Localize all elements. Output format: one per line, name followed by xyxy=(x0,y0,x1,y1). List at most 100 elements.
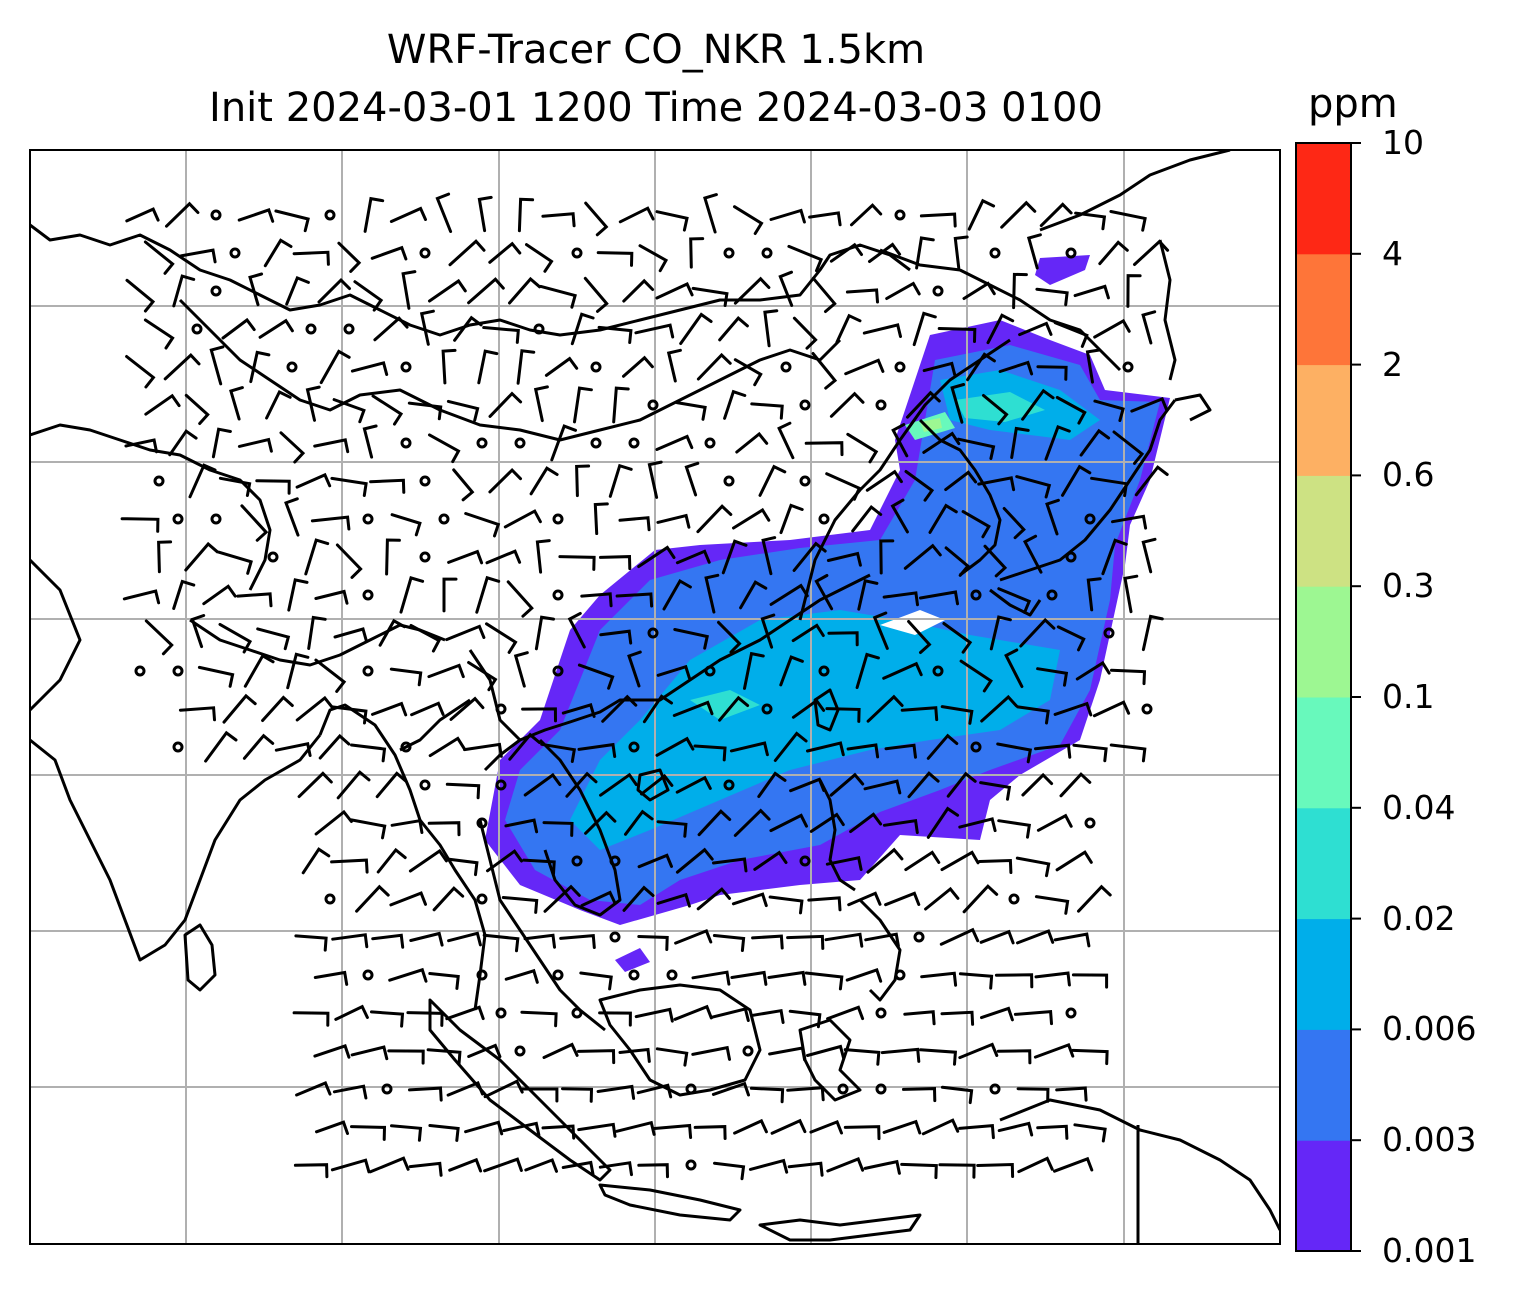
wind-barb xyxy=(792,541,827,572)
wind-barb xyxy=(751,934,784,950)
wind-barb xyxy=(388,967,428,983)
wind-barb xyxy=(696,887,731,911)
wind-barb xyxy=(525,243,554,273)
wind-barb xyxy=(675,775,712,794)
calm-wind-marker xyxy=(172,665,184,677)
wind-barb xyxy=(979,781,1012,801)
wind-barb xyxy=(824,932,864,948)
wind-barb xyxy=(655,1047,689,1067)
map-gridlines xyxy=(30,150,1280,1244)
wind-barb xyxy=(237,207,275,223)
wind-barb xyxy=(447,857,479,877)
wind-barb xyxy=(862,323,902,338)
wind-barb xyxy=(389,667,423,687)
wind-barb xyxy=(178,706,216,722)
wind-barb xyxy=(791,698,826,719)
wind-barb xyxy=(172,274,196,308)
wind-barb xyxy=(144,393,181,416)
wind-barb xyxy=(369,478,406,494)
wind-barb xyxy=(1056,625,1086,652)
wind-barb xyxy=(958,817,997,833)
wind-barb xyxy=(768,895,804,915)
wind-barb xyxy=(845,288,879,304)
wind-barb xyxy=(237,437,273,453)
wind-barb xyxy=(996,742,1033,764)
wind-barb xyxy=(997,587,1032,614)
calm-wind-marker xyxy=(362,665,374,677)
wind-barb xyxy=(447,931,482,947)
calm-wind-marker xyxy=(552,969,564,981)
calm-wind-marker xyxy=(970,741,982,753)
wind-barb xyxy=(261,695,294,722)
wind-barb xyxy=(789,777,826,793)
calm-wind-marker xyxy=(875,1007,887,1019)
wind-barb xyxy=(218,476,252,497)
wind-barb xyxy=(1053,932,1091,948)
colorbar-tick-label: 0.04 xyxy=(1382,787,1456,827)
wind-barb xyxy=(983,544,1008,578)
wind-barb xyxy=(928,503,958,534)
wind-barb xyxy=(674,928,713,945)
wind-barb xyxy=(501,896,539,914)
wind-barb xyxy=(263,238,293,268)
border-amur xyxy=(879,248,1122,372)
calm-wind-marker xyxy=(210,209,222,221)
wind-barb xyxy=(967,198,996,231)
wind-barb xyxy=(718,695,750,722)
wind-barb xyxy=(249,350,271,384)
wind-barb xyxy=(168,429,198,457)
sakhalin xyxy=(1158,239,1177,381)
wind-barb xyxy=(371,394,404,426)
wind-barb xyxy=(655,434,694,451)
wind-barb xyxy=(979,929,1015,945)
wind-barb xyxy=(1019,617,1056,648)
wind-barb xyxy=(486,849,523,873)
wind-barb xyxy=(371,933,405,949)
wind-barb xyxy=(143,240,175,275)
wind-barb xyxy=(642,694,673,724)
wind-barb xyxy=(1071,973,1109,989)
calm-wind-marker xyxy=(210,513,222,525)
wind-barb xyxy=(750,402,784,420)
wind-barb xyxy=(980,1006,1014,1022)
wind-barb xyxy=(753,850,788,871)
wind-barb xyxy=(767,970,807,986)
wind-barb xyxy=(622,885,655,912)
wind-barb xyxy=(370,245,408,261)
wind-barb xyxy=(304,538,330,576)
calm-wind-marker xyxy=(989,247,1001,259)
wind-barb xyxy=(453,315,483,342)
colorbar-ticks xyxy=(1351,142,1361,1252)
wind-barb xyxy=(124,438,158,454)
calm-wind-marker xyxy=(894,361,906,373)
calm-wind-marker xyxy=(1084,513,1096,525)
wind-barb xyxy=(179,248,217,264)
wind-barb xyxy=(279,431,306,464)
wind-barb xyxy=(464,1120,504,1136)
wind-barb xyxy=(919,590,959,606)
wind-barb xyxy=(463,742,503,758)
wind-barb xyxy=(593,502,609,535)
colorbar-swatch-3 xyxy=(1296,807,1351,920)
wind-barb xyxy=(428,972,460,990)
wind-barb xyxy=(868,242,902,263)
wind-barb xyxy=(731,892,768,908)
wind-barb xyxy=(477,195,493,233)
wind-barb xyxy=(950,383,966,424)
wind-barb xyxy=(1036,1124,1069,1140)
wind-barb xyxy=(851,504,883,533)
wind-barb xyxy=(773,731,808,762)
wind-barb xyxy=(761,536,777,576)
wind-barb xyxy=(350,1125,387,1141)
colorbar-swatch-2 xyxy=(1296,918,1351,1030)
wind-barb xyxy=(1033,1042,1075,1059)
wind-barb xyxy=(295,695,334,722)
wind-barb xyxy=(1015,856,1051,878)
wind-barb xyxy=(1086,577,1102,612)
wind-barb xyxy=(1055,396,1087,425)
calm-wind-marker xyxy=(1084,817,1096,829)
wind-barb xyxy=(912,311,937,347)
wind-barb xyxy=(807,896,842,912)
wind-barb xyxy=(445,782,481,800)
wind-barb xyxy=(919,212,957,228)
